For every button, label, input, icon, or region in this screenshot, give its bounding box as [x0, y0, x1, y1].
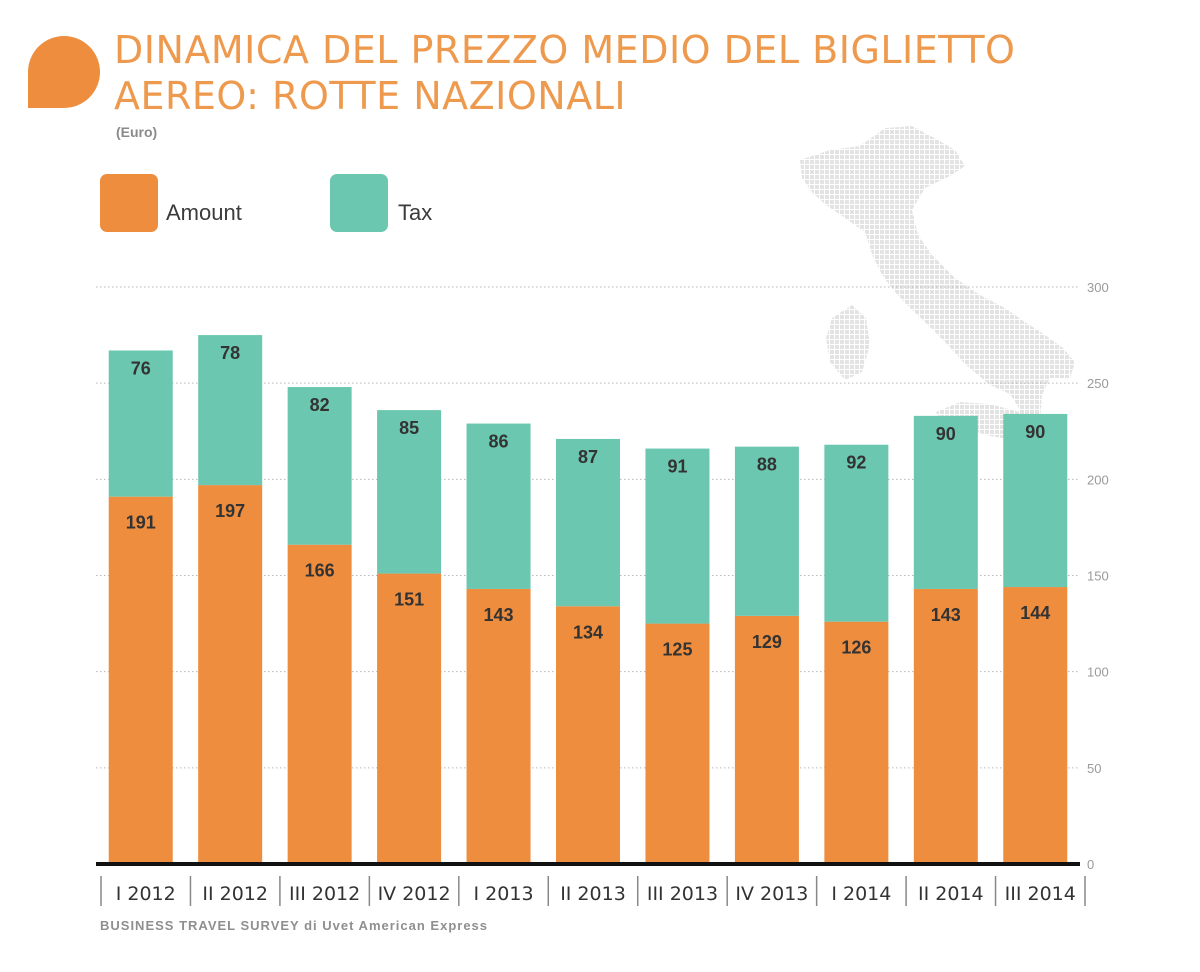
data-label-tax: 85 — [399, 418, 419, 438]
x-tick-label: II 2013 — [560, 883, 626, 905]
y-tick-label: 50 — [1087, 761, 1101, 776]
x-tick-label: III 2012 — [289, 883, 360, 905]
chart-title-line-2: AEREO: ROTTE NAZIONALI — [114, 74, 627, 118]
data-label-amount: 125 — [662, 640, 692, 660]
y-tick-label: 0 — [1087, 857, 1094, 872]
bar-tax — [913, 415, 978, 589]
legend-label-tax: Tax — [398, 200, 433, 225]
bar-amount — [377, 573, 442, 864]
x-tick-label: II 2014 — [918, 883, 984, 905]
bar-tax — [198, 335, 263, 486]
data-label-tax: 86 — [489, 432, 509, 452]
bar-tax — [377, 410, 442, 574]
bar-tax — [287, 387, 352, 545]
data-label-amount: 134 — [573, 622, 603, 642]
x-tick-label: I 2012 — [116, 883, 176, 905]
data-label-amount: 129 — [752, 632, 782, 652]
bar-tax — [466, 423, 531, 589]
data-label-tax: 92 — [846, 453, 866, 473]
bar-amount — [1003, 587, 1068, 864]
y-tick-label: 300 — [1087, 280, 1109, 295]
x-tick-label: I 2013 — [474, 883, 534, 905]
bar-tax — [1003, 413, 1068, 588]
legend-swatch-amount — [100, 174, 158, 232]
data-label-tax: 87 — [578, 447, 598, 467]
bar-amount — [287, 544, 352, 864]
data-label-tax: 82 — [310, 395, 330, 415]
data-label-amount: 166 — [305, 561, 335, 581]
bar-amount — [556, 606, 620, 864]
data-label-tax: 91 — [667, 457, 687, 477]
bar-tax — [556, 438, 620, 607]
x-tick-label: III 2014 — [1005, 883, 1076, 905]
legend-swatch-tax — [330, 174, 388, 232]
y-tick-label: 150 — [1087, 569, 1109, 584]
data-label-amount: 197 — [215, 501, 245, 521]
data-label-amount: 151 — [394, 590, 424, 610]
data-label-amount: 191 — [126, 513, 156, 533]
data-label-amount: 143 — [484, 605, 514, 625]
title-bubble-icon — [28, 36, 100, 108]
bar-tax — [734, 446, 799, 616]
y-tick-label: 100 — [1087, 665, 1109, 680]
bar-amount — [198, 485, 263, 864]
x-tick-label: IV 2012 — [378, 883, 451, 905]
bar-amount — [734, 615, 799, 864]
data-label-amount: 143 — [931, 605, 961, 625]
source-note: BUSINESS TRAVEL SURVEY di Uvet American … — [100, 918, 489, 933]
bar-amount — [466, 588, 531, 864]
data-label-tax: 78 — [220, 343, 240, 363]
data-label-tax: 90 — [936, 424, 956, 444]
data-label-amount: 144 — [1020, 603, 1050, 623]
bar-amount — [824, 621, 889, 864]
y-tick-label: 250 — [1087, 376, 1109, 391]
bar-tax — [824, 444, 889, 622]
x-tick-label: II 2012 — [202, 883, 268, 905]
bar-amount — [108, 496, 173, 864]
data-label-amount: 126 — [841, 638, 871, 658]
bar-amount — [645, 623, 710, 864]
x-tick-label: I 2014 — [831, 883, 891, 905]
data-label-tax: 90 — [1025, 422, 1045, 442]
italy-map-graphic — [800, 126, 1075, 458]
x-tick-label: III 2013 — [647, 883, 718, 905]
x-tick-label: IV 2013 — [735, 883, 808, 905]
bar-tax — [108, 350, 173, 497]
bar-tax — [645, 448, 710, 624]
data-label-tax: 76 — [131, 358, 151, 378]
chart-title-line-1: DINAMICA DEL PREZZO MEDIO DEL BIGLIETTO — [114, 28, 1016, 72]
unit-label: (Euro) — [116, 124, 158, 140]
bar-amount — [913, 588, 978, 864]
y-tick-label: 200 — [1087, 472, 1109, 487]
legend-label-amount: Amount — [166, 200, 242, 225]
data-label-tax: 88 — [757, 455, 777, 475]
